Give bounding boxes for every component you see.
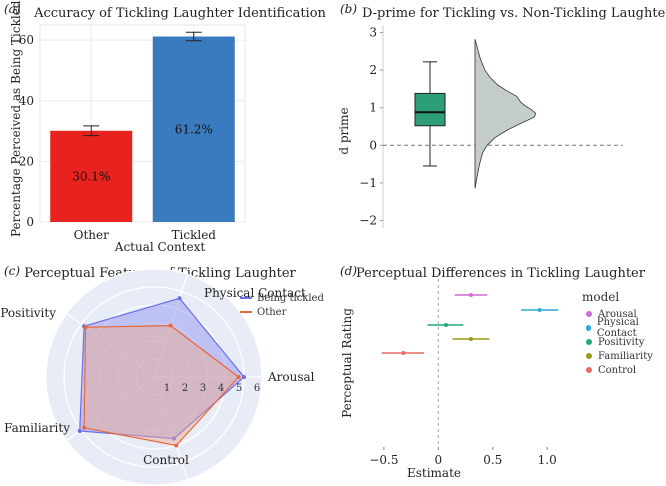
legend-label-physical-contact: Physical Contact [596, 317, 639, 339]
dprime-box-violin: −2 −1 0 1 2 3 [359, 25, 623, 228]
estimate-point-positivity [443, 323, 448, 327]
radar-rtick-2: 2 [182, 383, 188, 394]
legend-item-control: Control [582, 363, 666, 377]
xtick-label-2: 0.5 [483, 453, 502, 467]
half-violin-density [474, 39, 537, 189]
estimate-point-control [401, 351, 406, 355]
panel-d-xlabel: Estimate [406, 466, 462, 480]
dot-interval-chart: −0.5 0 0.5 1.0 [369, 273, 559, 467]
legend-dot-familiarity [586, 353, 592, 359]
legend-item-positivity: Positivity [582, 335, 666, 349]
model-legend: model Arousal Physical Contact Positivit… [582, 290, 666, 377]
ytick-label-0: 0 [26, 215, 34, 229]
accuracy-bar-chart: 0 20 40 60 30.1% Other 61.2% Tickled [19, 24, 246, 242]
ytick-label-neg2: −2 [359, 213, 377, 227]
radar-point-other-arousal [236, 375, 241, 379]
legend-label-control: Control [598, 364, 637, 376]
legend-item-being-tickled: Being tickled [240, 291, 324, 305]
bar-value-label-other: 30.1% [72, 169, 110, 183]
legend-label-familiarity: Familiarity [598, 350, 653, 362]
xtick-label-other: Other [74, 228, 109, 242]
radar-rtick-3: 3 [200, 383, 206, 394]
ytick-label-2: 2 [369, 63, 377, 77]
radar-polygon-other [83, 325, 240, 447]
radar-polygon-being-tickled [79, 297, 245, 440]
legend-title: model [582, 290, 620, 304]
radar-rtick-4: 4 [218, 383, 224, 394]
radar-spoke-control [153, 376, 188, 480]
radar-rtick-1: 1 [164, 383, 170, 394]
radar-point-being-tickled-familiarity [77, 428, 82, 433]
radar-point-being-tickled-control [172, 436, 177, 441]
legend-dot-control [586, 367, 592, 373]
panel-a-label: (a) [4, 2, 21, 16]
radar-spoke-positivity [66, 313, 155, 378]
iqr-box [414, 92, 446, 127]
bar-value-label-tickled: 61.2% [175, 122, 213, 136]
legend-item-arousal: Arousal [582, 307, 666, 321]
radar-point-other-physical-contact [168, 323, 173, 328]
legend-label-positivity: Positivity [598, 336, 645, 348]
ytick-label-40: 40 [19, 94, 34, 108]
radar-chart: 1 2 3 4 5 6 Arousal Physical Contact Positivity F… [0, 268, 315, 486]
radar-legend: Being tickled Other [240, 291, 324, 319]
bar-other [50, 130, 133, 222]
radar-point-other-positivity [83, 325, 88, 330]
legend-item-physical-contact: Physical Contact [582, 317, 666, 339]
radar-axis-label-control: Control [143, 453, 189, 467]
legend-label-arousal: Arousal [598, 308, 637, 320]
xtick-label-0: −0.5 [369, 453, 398, 467]
ytick-label-neg1: −1 [359, 176, 377, 190]
xtick-label-1: 0 [435, 453, 443, 467]
radar-point-being-tickled-physical-contact [177, 296, 182, 301]
radar-point-other-familiarity [82, 425, 87, 430]
legend-swatch-other [240, 311, 252, 313]
estimate-point-physical-contact [537, 308, 542, 312]
legend-dot-arousal [586, 311, 592, 317]
bar-tickled [152, 36, 235, 222]
radar-axis-label-physical-contact: Physical Contact [204, 286, 306, 300]
panel-a-title: Accuracy of Tickling Laughter Identifica… [34, 6, 326, 21]
panel-c-label: (c) [4, 264, 21, 278]
radar-point-other-control [174, 443, 179, 448]
xtick-label-3: 1.0 [538, 453, 557, 467]
panel-b-title: D-prime for Tickling vs. Non-Tickling La… [362, 6, 666, 21]
ytick-label-20: 20 [19, 154, 34, 168]
ytick-label-3: 3 [369, 26, 377, 40]
radar-rtick-6: 6 [254, 383, 260, 394]
panel-a-xlabel: Actual Context [114, 240, 206, 254]
estimate-point-familiarity [469, 337, 473, 341]
radar-axis-label-arousal: Arousal [267, 370, 315, 384]
legend-dot-positivity [586, 339, 592, 345]
legend-swatch-being-tickled [240, 297, 252, 299]
panel-b-label: (b) [340, 2, 358, 16]
ytick-label-0: 0 [369, 138, 377, 152]
legend-item-familiarity: Familiarity [582, 349, 666, 363]
ytick-label-1: 1 [369, 101, 377, 115]
ytick-label-60: 60 [19, 33, 34, 47]
legend-label-being-tickled: Being tickled [257, 292, 324, 304]
panel-d-title: Perceptual Differences in Tickling Laugh… [356, 266, 645, 281]
estimate-point-arousal [469, 293, 473, 297]
radar-axis-label-positivity: Positivity [0, 306, 56, 320]
radar-axis-label-familiarity: Familiarity [4, 421, 70, 435]
legend-dot-physical-contact [586, 325, 591, 331]
xtick-label-tickled: Tickled [172, 228, 217, 242]
legend-label-other: Other [257, 306, 287, 318]
legend-item-other: Other [240, 305, 324, 319]
radar-point-being-tickled-arousal [242, 375, 246, 379]
radar-rtick-5: 5 [236, 383, 242, 394]
panel-d-label: (d) [340, 264, 358, 278]
